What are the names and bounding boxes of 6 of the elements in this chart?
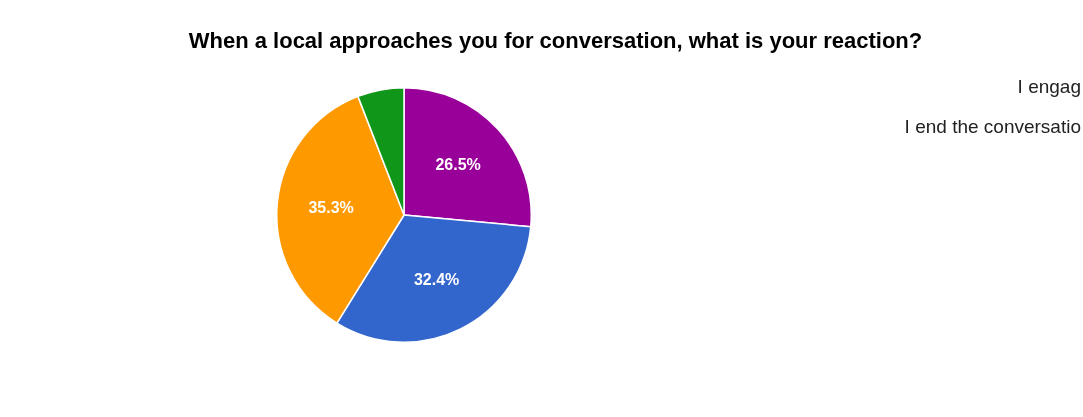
chart-title: When a local approaches you for conversation, what is your reaction? xyxy=(187,28,924,54)
text: I end the conversatio xyxy=(904,116,1081,138)
text: I engag xyxy=(1017,76,1081,98)
data-label: 26.5% xyxy=(435,156,481,174)
data-label: 35.3% xyxy=(308,198,354,216)
data-label: 32.4% xyxy=(413,270,460,288)
